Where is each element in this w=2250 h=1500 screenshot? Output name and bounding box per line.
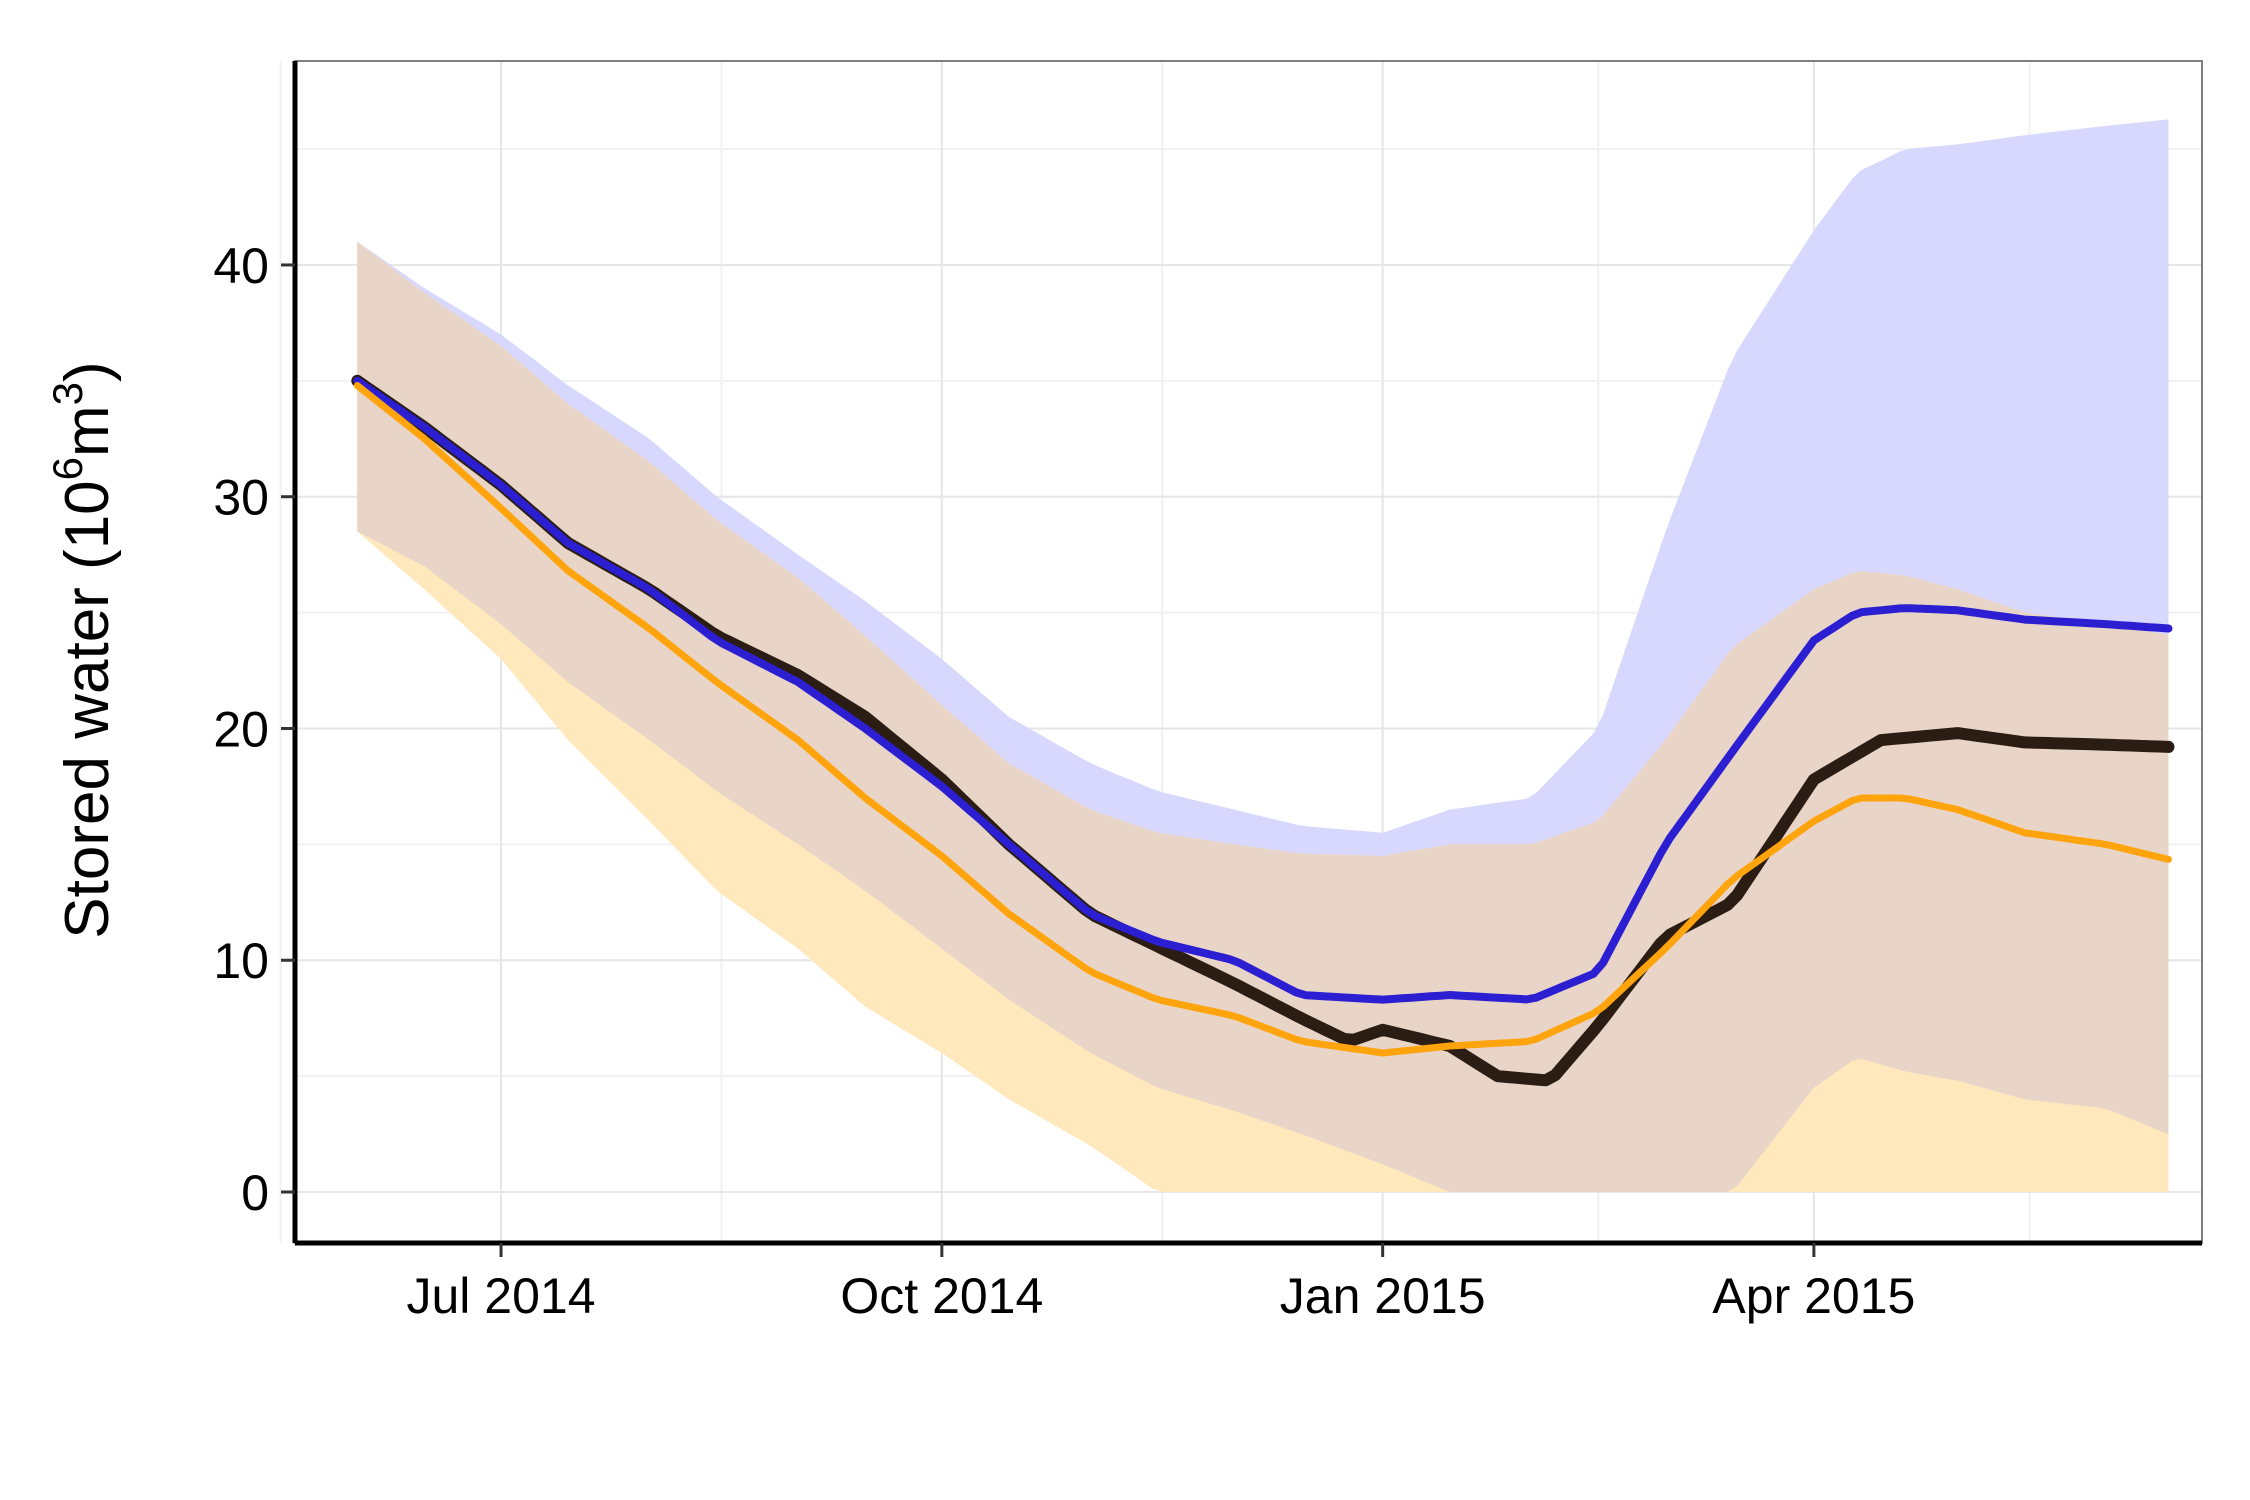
y-axis-title: Stored water (106m3) <box>44 361 122 938</box>
x-tick-label: Apr 2015 <box>1712 1268 1915 1324</box>
series-line-orange <box>353 382 2172 1057</box>
y-tick-label: 20 <box>213 701 269 757</box>
y-tick-label: 10 <box>213 933 269 989</box>
y-tick-label: 40 <box>213 238 269 294</box>
y-tick-label: 0 <box>241 1165 269 1221</box>
x-tick-label: Jan 2015 <box>1280 1268 1486 1324</box>
x-tick-label: Oct 2014 <box>840 1268 1043 1324</box>
y-axis-title-sup2: 3 <box>44 382 91 405</box>
x-tick-label: Jul 2014 <box>407 1268 596 1324</box>
y-axis-title-mid: m <box>53 405 122 457</box>
y-axis-title-end: ) <box>53 361 122 382</box>
y-axis-title-sup1: 6 <box>44 457 91 480</box>
y-axis-ticks: 0 10 20 30 40 <box>213 238 295 1221</box>
band-overlap <box>357 241 2169 1193</box>
series-line-blue <box>353 376 2173 1004</box>
y-axis-title-main: Stored water (10 <box>53 480 122 938</box>
y-tick-label: 30 <box>213 470 269 526</box>
axes <box>292 61 2202 1246</box>
series-lines <box>351 374 2175 1087</box>
uncertainty-bands <box>357 119 2169 1193</box>
x-axis-ticks: Jul 2014 Oct 2014 Jan 2015 Apr 2015 <box>407 1243 1915 1324</box>
